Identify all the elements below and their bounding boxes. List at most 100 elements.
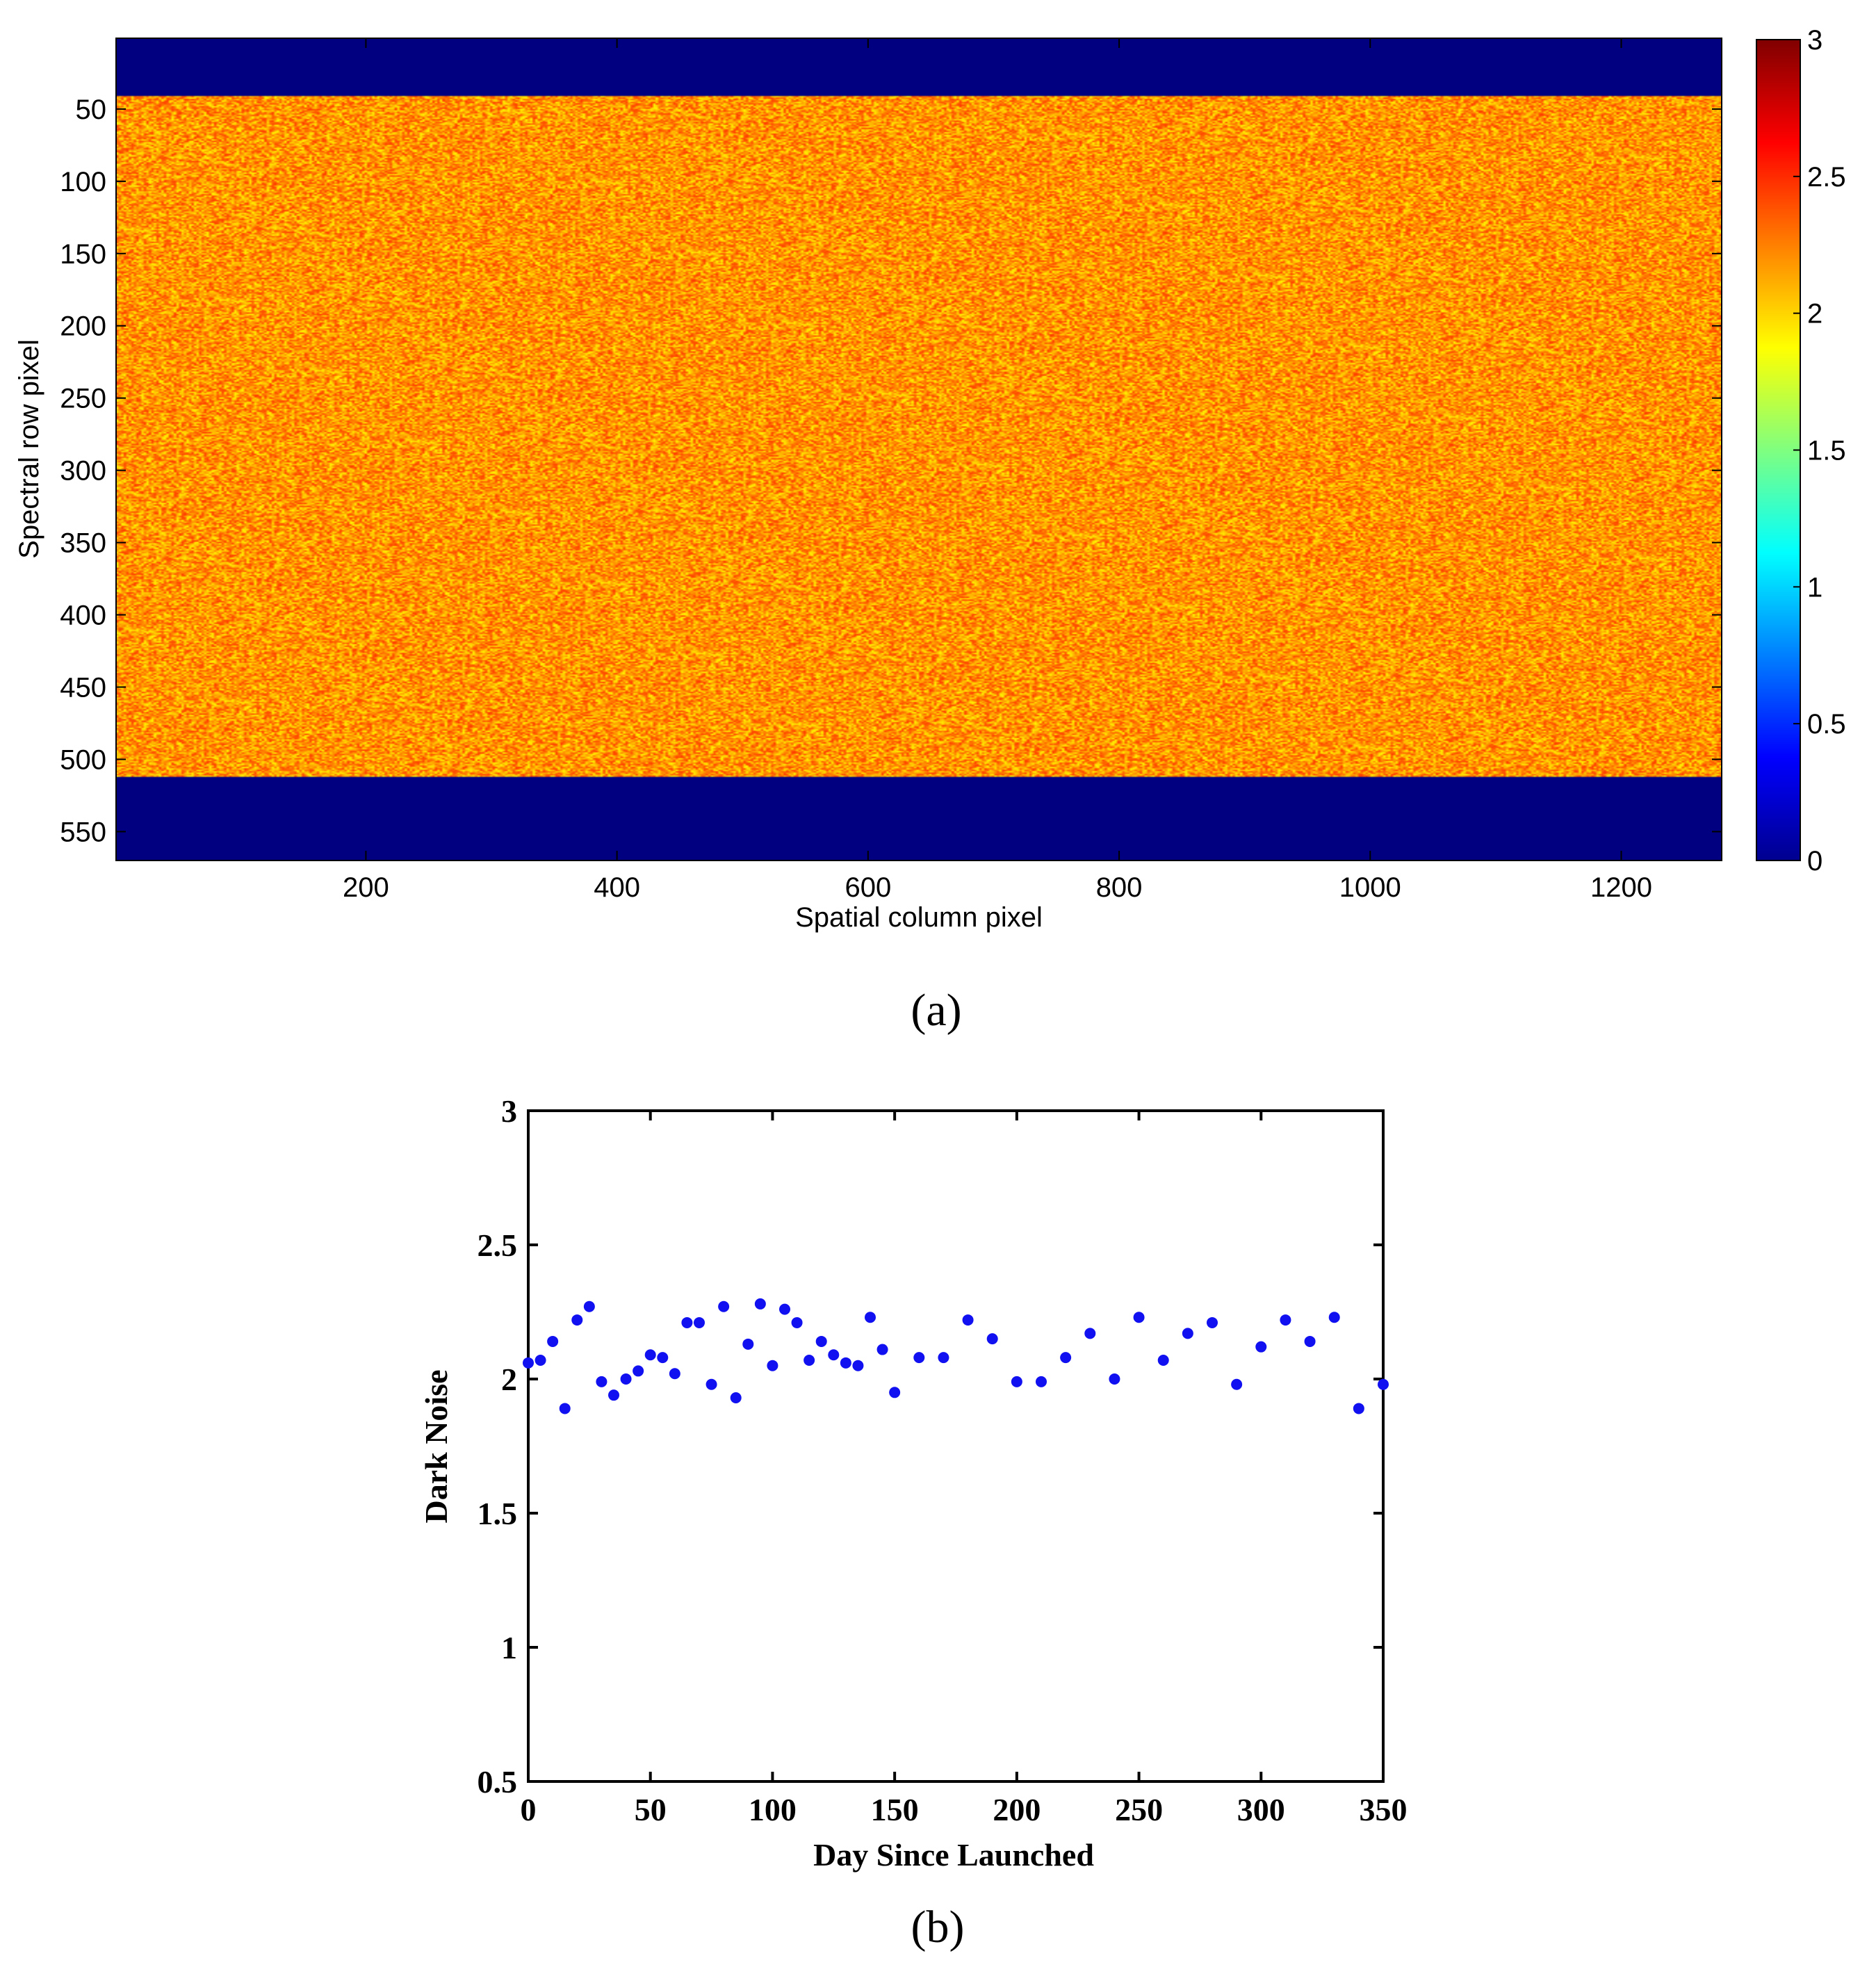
colorbar-tick-label: 2 <box>1807 299 1822 329</box>
data-point <box>938 1352 949 1364</box>
y-axis-ticks: 0.5 1 1.5 2 2.5 3 <box>478 1093 1383 1800</box>
colorbar-tick-label: 1 <box>1807 572 1822 603</box>
data-point <box>559 1403 571 1414</box>
y-tick-label: 50 <box>76 95 107 125</box>
plot-area <box>527 1109 1385 1783</box>
x-tick-label: 200 <box>343 872 389 903</box>
data-point <box>523 1357 534 1369</box>
x-tick-label: 1000 <box>1339 872 1401 903</box>
data-point <box>962 1314 974 1326</box>
data-point <box>730 1392 742 1404</box>
data-point <box>1353 1403 1364 1414</box>
data-points <box>523 1298 1389 1414</box>
data-point <box>1280 1314 1291 1326</box>
x-tick-label: 150 <box>871 1792 919 1827</box>
colorbar-tick-label: 0 <box>1807 846 1822 876</box>
panel-label-a: (a) <box>911 985 961 1036</box>
data-point <box>644 1349 656 1361</box>
data-point <box>876 1344 888 1355</box>
data-point <box>1255 1341 1267 1353</box>
y-tick-label: 2.5 <box>478 1227 518 1263</box>
data-point <box>1084 1328 1096 1339</box>
data-point <box>694 1316 705 1328</box>
y-tick-label: 400 <box>60 601 106 631</box>
data-point <box>718 1300 730 1312</box>
panel-a-heatmap: 200 400 600 800 1000 1200 50 100 150 200 250 300 3 5… <box>14 25 1846 1036</box>
colorbar-tick-label: 3 <box>1807 25 1822 56</box>
data-point <box>583 1300 595 1312</box>
colorbar-tick-label: 2.5 <box>1807 162 1846 193</box>
data-point <box>596 1376 607 1387</box>
x-tick-label: 200 <box>993 1792 1041 1827</box>
x-tick-label: 350 <box>1360 1792 1408 1827</box>
panel-label-b: (b) <box>911 1902 965 1952</box>
colorbar-tick-label: 1.5 <box>1807 436 1846 466</box>
x-tick-label: 50 <box>635 1792 667 1827</box>
data-point <box>913 1352 925 1364</box>
data-point <box>1182 1328 1193 1339</box>
y-tick-label: 100 <box>60 167 106 197</box>
data-point <box>1109 1373 1120 1385</box>
panel-b-scatter: 0 50 100 150 200 250 300 350 0.5 1 1.5 2 2.5 3 Day S… <box>418 1093 1408 1952</box>
heatmap-image <box>116 38 1722 860</box>
x-axis-ticks: 0 50 100 150 200 250 300 350 <box>521 1111 1408 1827</box>
y-tick-label: 200 <box>60 311 106 342</box>
x-tick-label: 0 <box>521 1792 537 1827</box>
data-point <box>681 1316 693 1328</box>
data-point <box>1060 1352 1072 1364</box>
y-tick-label: 2 <box>501 1362 517 1397</box>
y-tick-label: 500 <box>60 744 106 775</box>
data-point <box>608 1389 619 1401</box>
data-point <box>1231 1378 1243 1390</box>
x-tick-label: 100 <box>749 1792 797 1827</box>
x-axis-label: Day Since Launched <box>813 1837 1094 1873</box>
heatmap-frame <box>115 38 1722 861</box>
x-tick-label: 250 <box>1115 1792 1163 1827</box>
data-point <box>669 1368 680 1380</box>
y-tick-label: 550 <box>60 817 106 847</box>
data-point <box>1207 1316 1218 1328</box>
colorbar-ticks: 0 0.5 1 1.5 2 2.5 3 <box>1793 25 1846 876</box>
x-axis-label: Spatial column pixel <box>795 902 1043 933</box>
data-point <box>865 1312 876 1323</box>
y-tick-label: 0.5 <box>478 1764 518 1800</box>
data-point <box>1036 1376 1047 1387</box>
data-point <box>547 1335 559 1347</box>
data-point <box>1011 1376 1022 1387</box>
colorbar-tick-label: 0.5 <box>1807 709 1846 740</box>
data-point <box>779 1303 790 1315</box>
data-point <box>620 1373 632 1385</box>
data-point <box>815 1335 827 1347</box>
data-point <box>840 1357 851 1369</box>
y-tick-label: 1.5 <box>478 1496 518 1531</box>
y-axis-ticks: 50 100 150 200 250 300 350 400 450 500 550 <box>60 95 1722 847</box>
colorbar <box>1756 39 1801 861</box>
data-point <box>657 1352 669 1364</box>
data-point <box>852 1360 864 1371</box>
x-tick-label: 300 <box>1237 1792 1285 1827</box>
data-point <box>1304 1335 1316 1347</box>
y-tick-label: 1 <box>501 1630 517 1665</box>
data-point <box>535 1354 546 1366</box>
data-point <box>1133 1312 1145 1323</box>
x-tick-label: 800 <box>1096 872 1143 903</box>
y-tick-label: 3 <box>501 1093 517 1129</box>
data-point <box>754 1298 766 1310</box>
data-point <box>828 1349 840 1361</box>
y-tick-label: 300 <box>60 456 106 487</box>
data-point <box>791 1316 803 1328</box>
data-point <box>633 1365 644 1377</box>
data-point <box>742 1338 754 1350</box>
x-axis-ticks: 200 400 600 800 1000 1200 <box>343 38 1652 903</box>
data-point <box>889 1387 901 1398</box>
data-point <box>1328 1312 1340 1323</box>
x-tick-label: 400 <box>594 872 640 903</box>
y-tick-label: 250 <box>60 384 106 414</box>
data-point <box>705 1378 717 1390</box>
x-tick-label: 600 <box>845 872 891 903</box>
data-point <box>1157 1354 1169 1366</box>
data-point <box>986 1333 998 1345</box>
x-tick-label: 1200 <box>1590 872 1652 903</box>
y-tick-label: 150 <box>60 239 106 270</box>
